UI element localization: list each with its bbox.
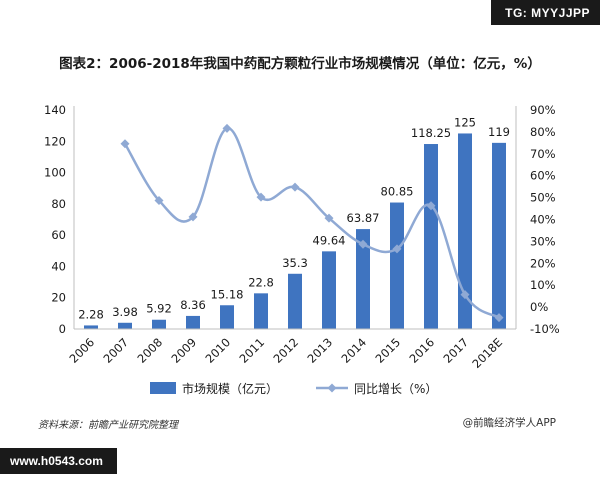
bar-data-label: 80.85 xyxy=(381,185,414,199)
right-axis-tick-label: 0% xyxy=(530,300,548,314)
right-y-axis: -10% 0% 10% 20% 30% 40% 50% 60% 70% 80% 90% xyxy=(515,103,560,336)
x-axis: 2006 2007 2008 2009 2010 2011 2012 2013 2014 2015… xyxy=(67,328,516,371)
right-axis-tick-label: 50% xyxy=(530,191,556,205)
left-axis-tick-label: 120 xyxy=(44,134,66,148)
bar-data-label: 125 xyxy=(454,115,476,129)
legend-label-line: 同比增长（%） xyxy=(354,382,437,396)
bottom-left-watermark-badge: www.h0543.com xyxy=(0,448,117,474)
bar-data-label: 119 xyxy=(488,125,510,139)
x-axis-tick-label: 2016 xyxy=(407,335,438,366)
legend: 市场规模（亿元） 同比增长（%） xyxy=(150,381,437,396)
left-axis-tick-label: 60 xyxy=(51,228,66,242)
bar xyxy=(322,251,336,329)
bar-data-label: 35.3 xyxy=(282,256,308,270)
bar-data-label: 8.36 xyxy=(180,298,206,312)
bar-data-label: 3.98 xyxy=(112,305,138,319)
bar-data-label: 15.18 xyxy=(211,287,244,301)
left-axis-tick-label: 20 xyxy=(51,291,66,305)
line-point-marker xyxy=(494,313,504,323)
bar xyxy=(458,133,472,329)
x-axis-tick-label: 2015 xyxy=(373,335,404,366)
right-axis-tick-label: 90% xyxy=(530,103,556,117)
left-y-axis: 0 20 40 60 80 100 120 140 xyxy=(44,103,75,336)
line-point-marker xyxy=(426,201,436,211)
x-axis-tick-label: 2007 xyxy=(101,335,132,366)
credit-note: @前瞻经济学人APP xyxy=(462,417,556,429)
line-point-marker xyxy=(460,290,470,300)
x-axis-tick-label: 2010 xyxy=(203,335,234,366)
bar-data-label: 118.25 xyxy=(411,126,451,140)
left-axis-tick-label: 140 xyxy=(44,103,66,117)
left-axis-tick-label: 0 xyxy=(59,322,66,336)
right-axis-tick-label: -10% xyxy=(530,322,560,336)
line-point-marker xyxy=(324,213,334,223)
line-point-marker xyxy=(222,123,232,133)
bar xyxy=(152,319,166,329)
right-axis-tick-label: 70% xyxy=(530,147,556,161)
right-axis-tick-label: 10% xyxy=(530,278,556,292)
bar xyxy=(186,315,200,329)
bar-data-label: 49.64 xyxy=(313,233,346,247)
x-axis-tick-label: 2008 xyxy=(135,335,166,366)
legend-swatch-marker xyxy=(327,383,337,393)
legend-swatch-bar xyxy=(150,382,176,394)
line-point-marker xyxy=(290,182,300,192)
growth-rate-line xyxy=(123,127,500,319)
line-point-marker xyxy=(120,139,130,149)
bar-data-label: 63.87 xyxy=(347,211,380,225)
left-axis-tick-label: 40 xyxy=(51,259,66,273)
x-axis-tick-label: 2006 xyxy=(67,335,98,366)
x-axis-tick-label: 2014 xyxy=(339,335,370,366)
bar-data-label: 22.8 xyxy=(248,275,274,289)
bar xyxy=(118,322,132,329)
right-axis-tick-label: 40% xyxy=(530,213,556,227)
right-axis-tick-label: 60% xyxy=(530,169,556,183)
bar xyxy=(424,144,438,329)
bar xyxy=(220,305,234,329)
line-point-marker xyxy=(256,192,266,202)
bar xyxy=(254,293,268,329)
bar xyxy=(492,142,506,329)
x-axis-tick-label: 2017 xyxy=(441,335,472,366)
line-series xyxy=(120,123,504,323)
line-point-marker xyxy=(358,239,368,249)
x-axis-tick-label: 2009 xyxy=(169,335,200,366)
left-axis-tick-label: 80 xyxy=(51,197,66,211)
line-point-marker xyxy=(392,244,402,254)
line-point-marker xyxy=(154,195,164,205)
bar xyxy=(84,325,98,329)
x-axis-tick-label: 2018E xyxy=(469,335,505,371)
bar xyxy=(288,273,302,329)
left-axis-tick-label: 100 xyxy=(44,166,66,180)
chart-title: 图表2：2006-2018年我国中药配方颗粒行业市场规模情况（单位：亿元，%） xyxy=(59,56,541,72)
bar-series xyxy=(84,133,506,329)
right-axis-tick-label: 30% xyxy=(530,234,556,248)
bar-data-label: 5.92 xyxy=(146,302,172,316)
bar xyxy=(356,229,370,329)
x-axis-tick-label: 2011 xyxy=(237,335,268,366)
bar-data-label: 2.28 xyxy=(78,307,104,321)
x-axis-tick-label: 2013 xyxy=(305,335,336,366)
bar xyxy=(390,202,404,329)
line-point-marker xyxy=(188,212,198,222)
right-axis-tick-label: 80% xyxy=(530,125,556,139)
top-right-watermark-badge: TG: MYYJJPP xyxy=(491,0,600,25)
data-labels: 2.28 3.98 5.92 8.36 15.18 22.8 35.3 49.6463.878… xyxy=(78,115,510,321)
source-note: 资料来源：前瞻产业研究院整理 xyxy=(38,420,178,431)
right-axis-tick-label: 20% xyxy=(530,256,556,270)
x-axis-tick-label: 2012 xyxy=(271,335,302,366)
legend-label-bar: 市场规模（亿元） xyxy=(182,381,278,396)
